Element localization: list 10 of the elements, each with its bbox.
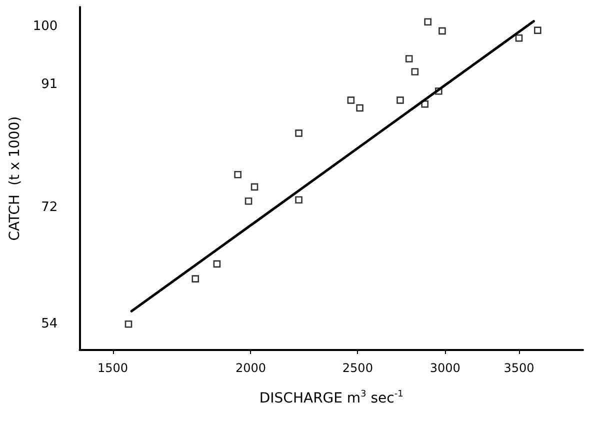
x-tick-label: 1500 — [98, 361, 128, 375]
x-tick-label: 2000 — [235, 361, 266, 375]
y-tick-label: 72 — [41, 200, 58, 216]
y-tick-label: 100 — [32, 18, 58, 34]
x-tick-label: 2500 — [342, 361, 373, 375]
y-tick-label: 54 — [41, 316, 58, 332]
x-tick-label: 3000 — [430, 361, 460, 375]
x-tick-label: 3500 — [504, 361, 534, 375]
y-axis-title: CATCH (t x 1000) — [7, 116, 23, 241]
y-tick-label: 91 — [41, 77, 58, 92]
